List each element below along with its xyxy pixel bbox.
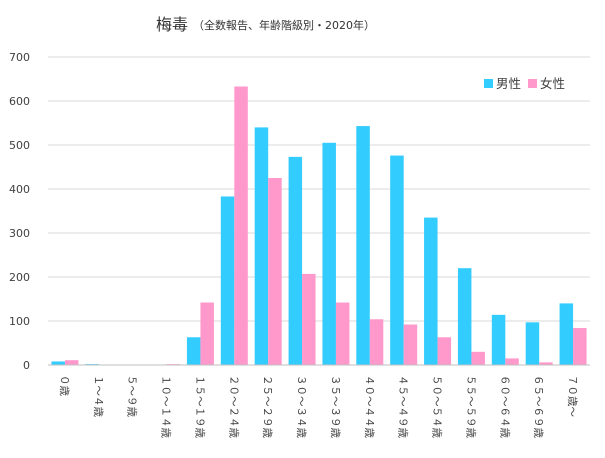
y-tick-label: 0 — [23, 359, 30, 372]
x-tick-label: ４５～４９歳 — [397, 375, 409, 438]
bar-male — [51, 361, 65, 365]
legend-swatch-male — [484, 79, 493, 88]
x-axis-tick-labels: ０歳 １～４歳 ５～９歳 １０～１４歳 １５～１９歳 ２０～２４歳 ２５～２９歳 ３０～３４歳… — [58, 375, 578, 438]
gridlines — [48, 57, 590, 321]
y-tick-label: 600 — [9, 95, 30, 108]
x-tick-label: ７０歳～ — [566, 375, 578, 417]
bar-male — [526, 322, 540, 365]
x-tick-label: １～４歳 — [92, 375, 104, 417]
bar-female — [268, 178, 282, 365]
bar-female — [65, 360, 79, 365]
x-tick-label: ５０～５４歳 — [431, 375, 443, 438]
legend-label-female: 女性 — [540, 76, 565, 91]
x-tick-label: １５～１９歳 — [193, 375, 205, 438]
bar-male — [560, 303, 574, 365]
y-tick-label: 400 — [9, 183, 30, 196]
x-tick-label: ４０～４４歳 — [363, 375, 375, 438]
bar-male — [187, 337, 201, 365]
bar-male — [322, 143, 336, 365]
y-tick-label: 200 — [9, 271, 30, 284]
bar-female — [404, 325, 418, 365]
bar-male — [356, 126, 370, 365]
bar-female — [505, 358, 519, 365]
bar-male — [289, 157, 303, 365]
y-axis-tick-labels: 0 100 200 300 400 500 600 700 — [9, 51, 30, 372]
y-tick-label: 100 — [9, 315, 30, 328]
bar-female — [336, 303, 350, 365]
chart-title: 梅毒 — [156, 15, 188, 34]
y-tick-label: 500 — [9, 139, 30, 152]
bar-female — [370, 319, 384, 365]
x-tick-label: ５～９歳 — [126, 375, 138, 417]
bar-male — [221, 196, 235, 365]
x-tick-label: ５５～５９歳 — [464, 375, 476, 438]
bar-male — [390, 156, 404, 365]
legend-swatch-female — [528, 79, 537, 88]
chart-subtitle: （全数報告、年齢階級別・2020年） — [193, 18, 375, 32]
y-tick-label: 700 — [9, 51, 30, 64]
y-tick-label: 300 — [9, 227, 30, 240]
x-tick-label: ３０～３４歳 — [295, 375, 307, 438]
bar-male — [458, 268, 472, 365]
bar-female — [200, 303, 214, 365]
bar-male — [492, 315, 506, 365]
bar-male — [255, 127, 269, 365]
bar-female — [234, 86, 248, 365]
x-tick-label: ２５～２９歳 — [261, 375, 273, 438]
x-tick-label: ２０～２４歳 — [227, 375, 239, 438]
bar-female — [302, 274, 316, 365]
x-tick-label: ６５～６９歳 — [532, 375, 544, 438]
bar-female — [573, 328, 587, 365]
bar-female — [438, 337, 452, 365]
legend-label-male: 男性 — [496, 76, 521, 91]
bar-male — [424, 218, 438, 365]
x-tick-label: ６０～６４歳 — [498, 375, 510, 438]
x-tick-label: ０歳 — [58, 375, 70, 396]
bar-female — [471, 352, 485, 365]
legend: 男性 女性 — [484, 76, 565, 91]
bars — [51, 86, 586, 365]
x-tick-label: ３５～３９歳 — [329, 375, 341, 438]
x-tick-label: １０～１４歳 — [160, 375, 172, 438]
